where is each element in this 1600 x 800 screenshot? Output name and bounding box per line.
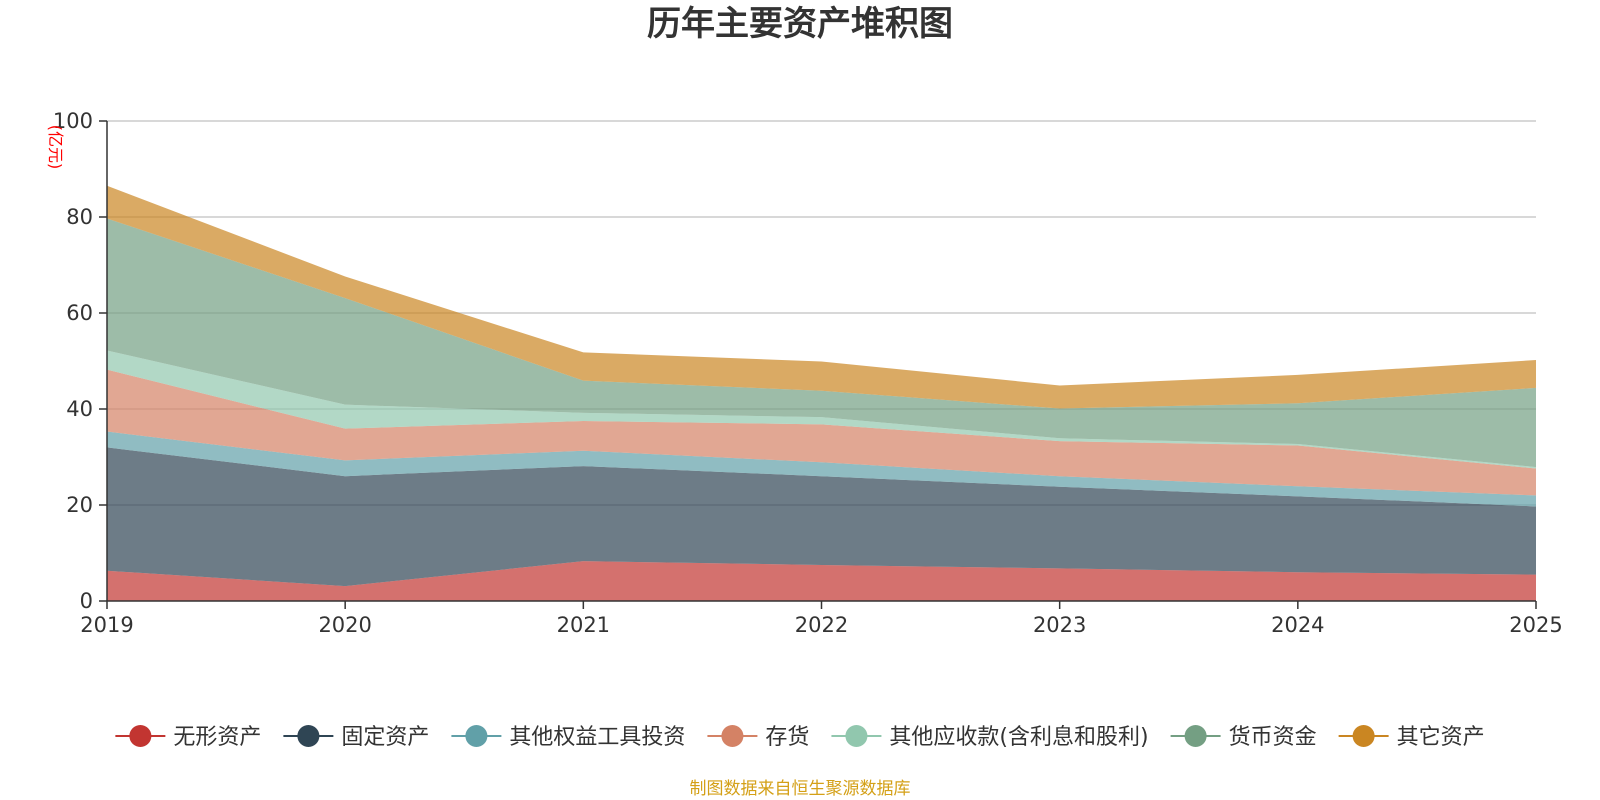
legend-symbol-circle [297, 725, 320, 747]
legend-symbol-circle [1184, 725, 1207, 747]
area-series-2[interactable] [107, 431, 1536, 507]
area-series-6[interactable] [107, 185, 1536, 409]
y-tick-label-0: 0 [80, 589, 93, 613]
y-tick-label-20: 20 [66, 493, 93, 517]
y-tick-label-60: 60 [66, 301, 93, 325]
area-series-1[interactable] [107, 447, 1536, 587]
axes: 0 20 40 60 80 100 2019 2020 2021 2022 2023 2024 2025… [46, 109, 1563, 637]
y-tick-label-80: 80 [66, 205, 93, 229]
x-tick-label-2025: 2025 [1509, 613, 1562, 637]
legend-item-4[interactable]: 其他应收款(含利息和股利) [831, 725, 1149, 750]
chart-title: 历年主要资产堆积图 [647, 4, 953, 44]
legend-label: 其他权益工具投资 [509, 725, 685, 750]
legend-label: 其它资产 [1397, 725, 1485, 750]
area-series [107, 185, 1536, 601]
area-series-5[interactable] [107, 218, 1536, 468]
legend-label: 无形资产 [173, 725, 261, 750]
legend-symbol-circle [721, 725, 744, 747]
legend-label: 存货 [765, 725, 809, 750]
area-series-3[interactable] [107, 369, 1536, 496]
legend[interactable]: 无形资产 固定资产 其他权益工具投资 存货 其他应收款(含利息和股利) 货币资金 其它资产 [115, 725, 1485, 750]
legend-item-0[interactable]: 无形资产 [115, 725, 261, 750]
legend-symbol-circle [129, 725, 152, 747]
data-source-note: 制图数据来自恒生聚源数据库 [689, 779, 911, 799]
x-tick-label-2021: 2021 [557, 613, 610, 637]
legend-item-6[interactable]: 其它资产 [1338, 725, 1485, 750]
legend-symbol-circle [1352, 725, 1375, 747]
legend-item-5[interactable]: 货币资金 [1170, 725, 1317, 750]
y-tick-label-40: 40 [66, 397, 93, 421]
x-tick-label-2024: 2024 [1271, 613, 1324, 637]
area-series-0[interactable] [107, 561, 1536, 601]
y-tick-label-100: 100 [53, 109, 93, 133]
y-axis-unit-label: (亿元) [46, 125, 65, 170]
x-tick-label-2022: 2022 [795, 613, 848, 637]
x-tick-label-2023: 2023 [1033, 613, 1086, 637]
x-tick-label-2020: 2020 [318, 613, 371, 637]
legend-symbol-circle [465, 725, 488, 747]
legend-item-1[interactable]: 固定资产 [283, 725, 429, 750]
legend-symbol-circle [845, 725, 868, 747]
legend-label: 货币资金 [1229, 725, 1317, 750]
legend-label: 固定资产 [341, 725, 429, 750]
legend-item-3[interactable]: 存货 [707, 725, 809, 750]
legend-label: 其他应收款(含利息和股利) [889, 725, 1148, 750]
legend-item-2[interactable]: 其他权益工具投资 [451, 725, 685, 750]
area-series-4[interactable] [107, 350, 1536, 469]
x-tick-label-2019: 2019 [80, 613, 133, 637]
